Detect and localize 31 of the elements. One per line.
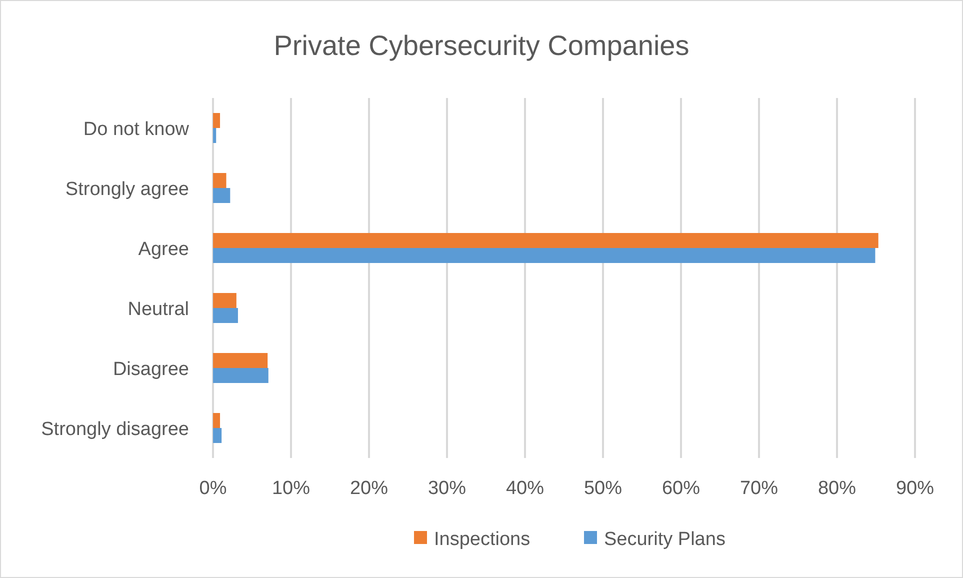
x-tick-label: 60% — [662, 478, 700, 499]
x-tick-label: 0% — [199, 478, 227, 499]
y-tick-label: Do not know — [83, 119, 190, 140]
bar — [213, 368, 268, 383]
x-tick-label: 40% — [506, 478, 544, 499]
y-tick-label: Strongly agree — [65, 179, 189, 200]
bar — [213, 188, 230, 203]
y-tick-label: Neutral — [128, 299, 189, 320]
x-tick-label: 20% — [350, 478, 388, 499]
x-tick-label: 10% — [272, 478, 310, 499]
bar — [213, 233, 878, 248]
bar — [213, 353, 268, 368]
legend-label: Security Plans — [604, 529, 726, 550]
bar — [213, 173, 226, 188]
legend-label: Inspections — [434, 529, 530, 550]
bar — [213, 413, 220, 428]
bar — [213, 128, 216, 143]
bar — [213, 293, 236, 308]
chart-title: Private Cybersecurity Companies — [274, 30, 690, 61]
y-tick-label: Disagree — [112, 359, 189, 380]
bar — [213, 248, 876, 263]
x-tick-label: 80% — [818, 478, 856, 499]
bar — [213, 113, 220, 128]
x-tick-label: 90% — [896, 478, 934, 499]
bar — [213, 428, 222, 443]
bar — [213, 308, 238, 323]
y-tick-label: Agree — [138, 239, 189, 260]
x-tick-label: 70% — [740, 478, 778, 499]
x-tick-label: 50% — [584, 478, 622, 499]
y-tick-label: Strongly disagree — [41, 419, 189, 440]
x-tick-label: 30% — [428, 478, 466, 499]
